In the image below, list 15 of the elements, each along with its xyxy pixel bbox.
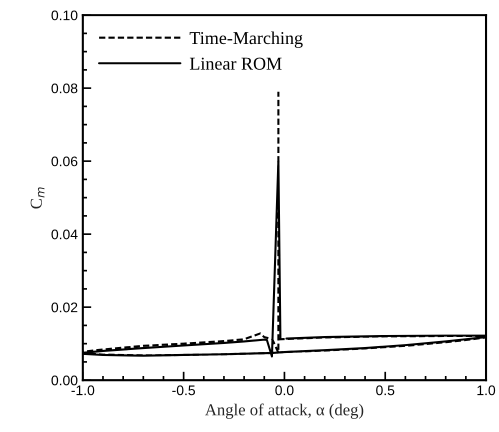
legend-label: Linear ROM xyxy=(190,58,282,70)
y-tick-label: 0.02 xyxy=(51,302,78,312)
x-tick-label: 1.0 xyxy=(477,385,496,396)
legend-label: Time-Marching xyxy=(190,31,303,48)
y-tick-label: 0.04 xyxy=(51,229,78,240)
x-axis-title: Angle of attack, α (deg) xyxy=(205,404,364,419)
y-tick-label: 0.08 xyxy=(51,83,78,94)
y-tick-label: 0.10 xyxy=(51,10,78,20)
y-axis-title: C$_{m}$ xyxy=(30,187,44,209)
x-tick-label: -0.5 xyxy=(172,385,196,396)
y-tick-label: 0.06 xyxy=(51,156,78,166)
x-tick-label: 0.0 xyxy=(275,385,294,396)
y-tick-label: 0.00 xyxy=(51,375,78,386)
x-tick-label: 0.5 xyxy=(376,385,394,396)
x-tick-label: -1.0 xyxy=(71,385,94,396)
